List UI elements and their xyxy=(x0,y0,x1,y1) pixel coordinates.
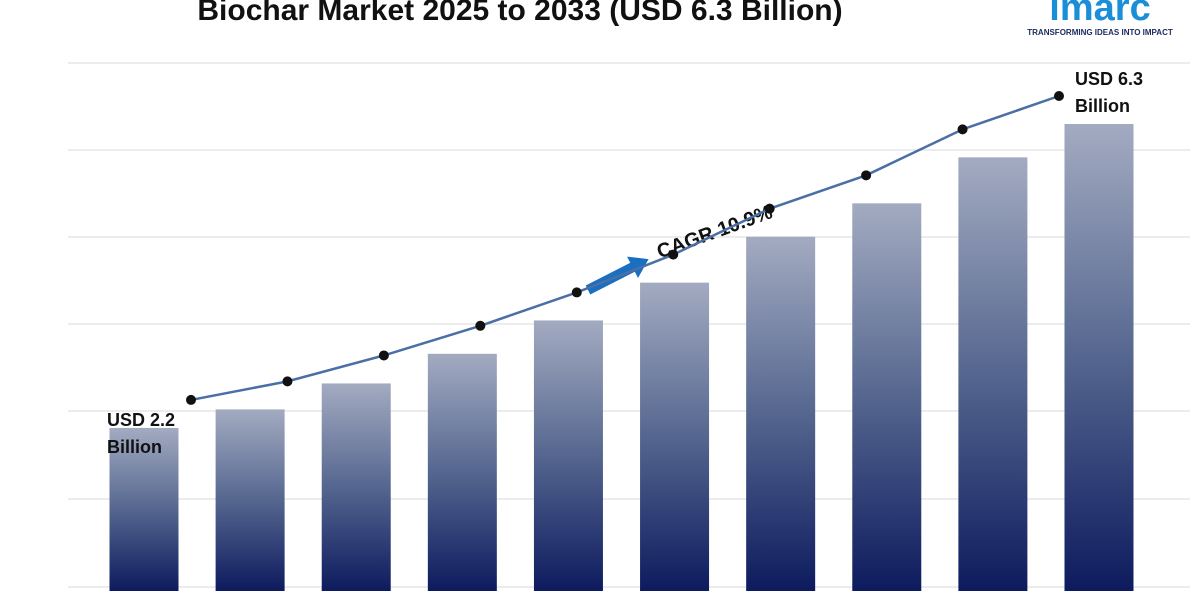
value-annotation: USD 6.3 xyxy=(1075,69,1143,89)
trend-point xyxy=(282,376,293,387)
logo: imarc xyxy=(1049,0,1150,29)
trend-point xyxy=(1054,91,1064,101)
bar xyxy=(215,409,285,591)
trend-line xyxy=(190,94,1060,402)
bar xyxy=(109,427,179,591)
value-annotation: USD 2.2 xyxy=(107,410,175,430)
logo-tagline: TRANSFORMING IDEAS INTO IMPACT xyxy=(1027,28,1173,37)
bar xyxy=(1064,124,1134,591)
trend-point xyxy=(957,124,968,135)
bar xyxy=(852,203,922,592)
value-annotation: Billion xyxy=(107,437,162,457)
trend-point xyxy=(861,170,872,181)
trend-point xyxy=(378,350,389,361)
bar xyxy=(958,157,1028,591)
value-annotation: Billion xyxy=(1075,96,1130,116)
trend-point xyxy=(571,287,582,298)
bar xyxy=(746,236,816,591)
trend-point xyxy=(668,249,679,260)
bar xyxy=(427,353,497,591)
bar xyxy=(321,383,391,591)
trend-point xyxy=(186,394,196,405)
bar xyxy=(640,282,710,591)
bar xyxy=(533,320,603,591)
chart-title: Biochar Market 2025 to 2033 (USD 6.3 Bil… xyxy=(197,0,842,27)
trend-point xyxy=(475,320,486,331)
trend-point xyxy=(764,203,775,214)
